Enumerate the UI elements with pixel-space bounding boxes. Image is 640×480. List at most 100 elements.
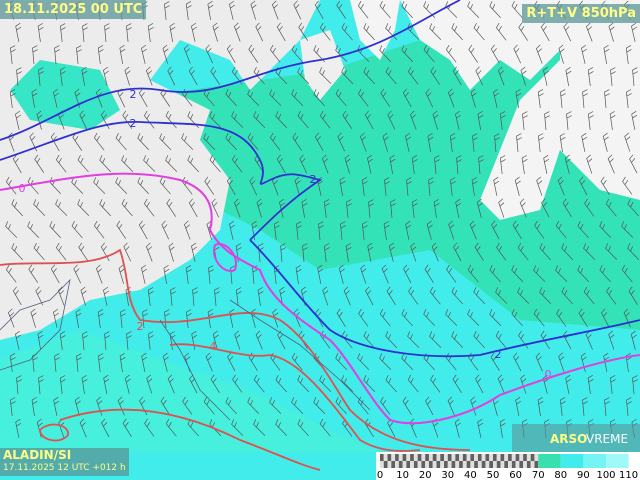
wind-barb xyxy=(32,45,38,64)
colorbar-swatch xyxy=(421,461,426,468)
wind-barb xyxy=(101,418,110,438)
wind-barb xyxy=(104,23,110,42)
wind-barb xyxy=(55,242,67,261)
wind-barb xyxy=(470,396,477,416)
wind-barb xyxy=(517,287,530,304)
wind-barb xyxy=(493,176,500,196)
wind-barb xyxy=(5,264,17,283)
wind-barb xyxy=(475,374,484,394)
wind-barb xyxy=(123,242,132,262)
wind-barb xyxy=(423,1,436,18)
wind-barb xyxy=(269,89,282,106)
colorbar-swatch xyxy=(493,461,497,468)
wind-barb xyxy=(144,418,155,437)
contour-label: 0 xyxy=(19,182,26,195)
wind-barb xyxy=(121,155,134,172)
wind-barb xyxy=(9,397,16,416)
wind-barb xyxy=(451,287,463,305)
wind-barb xyxy=(79,418,87,438)
wind-barb xyxy=(313,397,326,415)
wind-barb xyxy=(467,264,479,283)
wind-barb xyxy=(627,199,639,217)
wind-barb xyxy=(522,111,528,130)
wind-barb xyxy=(451,23,463,41)
wind-barb xyxy=(234,330,241,350)
colorbar-swatch xyxy=(383,461,388,468)
wind-barb xyxy=(138,220,148,240)
wind-barb xyxy=(207,0,214,20)
wind-barb xyxy=(159,176,171,195)
wind-barb xyxy=(256,198,263,218)
colorbar-swatch xyxy=(410,461,414,468)
colorbar-swatch xyxy=(485,454,490,461)
wind-barb xyxy=(122,110,133,129)
wind-barb xyxy=(124,66,131,86)
wind-barb xyxy=(384,177,390,196)
wind-barb xyxy=(342,110,353,129)
wind-barb xyxy=(275,111,287,129)
wind-barb xyxy=(183,44,191,64)
colorbar-swatch xyxy=(391,454,396,461)
colorbar-swatch xyxy=(515,454,520,461)
wind-barb xyxy=(97,45,104,64)
wind-barb xyxy=(587,375,594,394)
wind-barb xyxy=(185,309,192,328)
contour-label: 2 xyxy=(130,117,137,130)
wind-barb xyxy=(363,23,376,41)
wind-barb xyxy=(625,353,632,372)
wind-barb xyxy=(251,220,258,240)
wind-barb xyxy=(317,264,324,284)
wind-barb xyxy=(294,176,301,196)
wind-barb xyxy=(185,1,192,20)
colorbar-label: 20 xyxy=(419,470,432,480)
isotherm xyxy=(0,121,323,241)
product-name: R+T+V 850hPa xyxy=(522,4,640,23)
wind-barb xyxy=(323,199,330,218)
contour-label: 2 xyxy=(137,320,144,333)
wind-barb xyxy=(543,66,549,86)
wind-barb xyxy=(249,176,258,196)
colorbar-swatch xyxy=(489,461,493,468)
wind-barb xyxy=(54,45,60,64)
isotherm xyxy=(59,408,321,471)
wind-barb xyxy=(295,265,302,284)
wind-barb xyxy=(37,330,44,350)
colorbar-swatch xyxy=(444,454,448,461)
wind-barb xyxy=(11,243,23,261)
wind-barb xyxy=(338,264,345,284)
wind-barb xyxy=(93,220,105,239)
colorbar-swatch xyxy=(481,454,486,461)
wind-barb xyxy=(205,352,213,372)
wind-barb xyxy=(541,198,550,218)
wind-barb xyxy=(97,353,104,372)
wind-barb xyxy=(209,154,221,173)
wind-barb xyxy=(143,110,155,129)
isotherm xyxy=(169,343,421,452)
wind-barb xyxy=(565,374,572,394)
wind-barb xyxy=(445,309,458,326)
wind-barb xyxy=(632,67,638,86)
wind-barb xyxy=(137,177,149,195)
wind-barb xyxy=(364,110,374,130)
wind-barb xyxy=(302,243,308,262)
wind-barb xyxy=(53,396,60,416)
wind-barb xyxy=(209,111,222,128)
wind-barb xyxy=(118,264,125,284)
wind-barb xyxy=(468,44,479,63)
wind-barb xyxy=(513,44,522,64)
wind-barb xyxy=(540,22,550,42)
wind-barb xyxy=(561,243,574,261)
wind-barb xyxy=(496,242,507,261)
wind-barb xyxy=(147,331,154,350)
wind-barb xyxy=(405,220,412,240)
wind-barb xyxy=(455,110,461,130)
wind-barb xyxy=(115,133,127,151)
contour-label: 0 xyxy=(545,368,552,381)
wind-barb xyxy=(454,418,461,438)
wind-barb xyxy=(126,23,132,42)
wind-barb xyxy=(410,242,417,262)
wind-barb xyxy=(344,154,351,174)
wind-barb xyxy=(255,22,264,42)
wind-barb xyxy=(474,242,484,261)
wind-barb xyxy=(584,198,595,217)
